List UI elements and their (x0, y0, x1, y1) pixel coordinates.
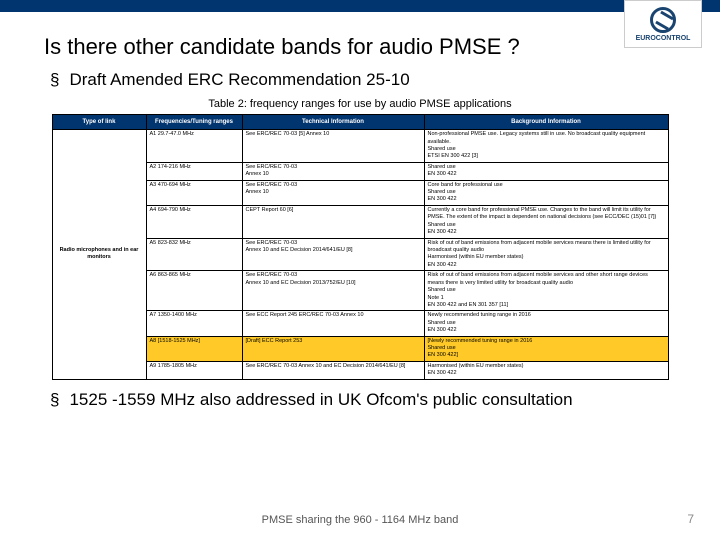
slide-content: Is there other candidate bands for audio… (0, 12, 720, 410)
table-row: Radio microphones and in ear monitorsA1 … (52, 130, 668, 163)
slide-title: Is there other candidate bands for audio… (44, 34, 676, 60)
table-header-row: Type of link Frequencies/Tuning ranges T… (52, 115, 668, 130)
freq-cell: A8 [1518-1525 MHz] (146, 336, 242, 361)
tech-cell: See ECC Report 245 ERC/REC 70-03 Annex 1… (242, 311, 424, 336)
freq-cell: A3 470-694 MHz (146, 180, 242, 205)
bg-cell: Harmonised (within EU member states)EN 3… (424, 361, 668, 379)
tech-cell: [Draft] ECC Report 253 (242, 336, 424, 361)
bg-cell: Currently a core band for professional P… (424, 205, 668, 238)
col-type: Type of link (52, 115, 146, 130)
freq-cell: A7 1350-1400 MHz (146, 311, 242, 336)
bullet-2: 1525 -1559 MHz also addressed in UK Ofco… (50, 390, 676, 410)
type-cell: Radio microphones and in ear monitors (52, 130, 146, 380)
freq-cell: A2 174-216 MHz (146, 162, 242, 180)
bg-cell: Risk of out of band emissions from adjac… (424, 238, 668, 271)
bg-cell: Non-professional PMSE use. Legacy system… (424, 130, 668, 163)
bg-cell: Shared useEN 300 422 (424, 162, 668, 180)
top-bar (0, 0, 720, 12)
col-tech: Technical Information (242, 115, 424, 130)
tech-cell: See ERC/REC 70-03 Annex 10 and EC Decisi… (242, 361, 424, 379)
freq-cell: A9 1785-1805 MHz (146, 361, 242, 379)
tech-cell: CEPT Report 60 [6] (242, 205, 424, 238)
logo-text: EUROCONTROL (636, 35, 691, 42)
bg-cell: Risk of out of band emissions from adjac… (424, 271, 668, 311)
bg-cell: Core band for professional useShared use… (424, 180, 668, 205)
page-number: 7 (687, 512, 694, 526)
table-caption: Table 2: frequency ranges for use by aud… (44, 98, 676, 110)
tech-cell: See ERC/REC 70-03Annex 10 (242, 180, 424, 205)
tech-cell: See ERC/REC 70-03Annex 10 and EC Decisio… (242, 238, 424, 271)
bullet-1: Draft Amended ERC Recommendation 25-10 (50, 70, 676, 90)
eurocontrol-logo: EUROCONTROL (624, 0, 702, 48)
col-bg: Background Information (424, 115, 668, 130)
tech-cell: See ERC/REC 70-03 [5] Annex 10 (242, 130, 424, 163)
footer-text: PMSE sharing the 960 - 1164 MHz band (0, 514, 720, 526)
frequency-table: Type of link Frequencies/Tuning ranges T… (52, 114, 669, 380)
tech-cell: See ERC/REC 70-03Annex 10 (242, 162, 424, 180)
freq-cell: A1 29.7-47.0 MHz (146, 130, 242, 163)
bg-cell: [Newly recommended tuning range in 2016S… (424, 336, 668, 361)
tech-cell: See ERC/REC 70-03Annex 10 and EC Decisio… (242, 271, 424, 311)
bg-cell: Newly recommended tuning range in 2016Sh… (424, 311, 668, 336)
freq-cell: A5 823-832 MHz (146, 238, 242, 271)
logo-swirl-icon (650, 7, 676, 33)
col-freq: Frequencies/Tuning ranges (146, 115, 242, 130)
freq-cell: A4 694-790 MHz (146, 205, 242, 238)
freq-cell: A6 863-865 MHz (146, 271, 242, 311)
